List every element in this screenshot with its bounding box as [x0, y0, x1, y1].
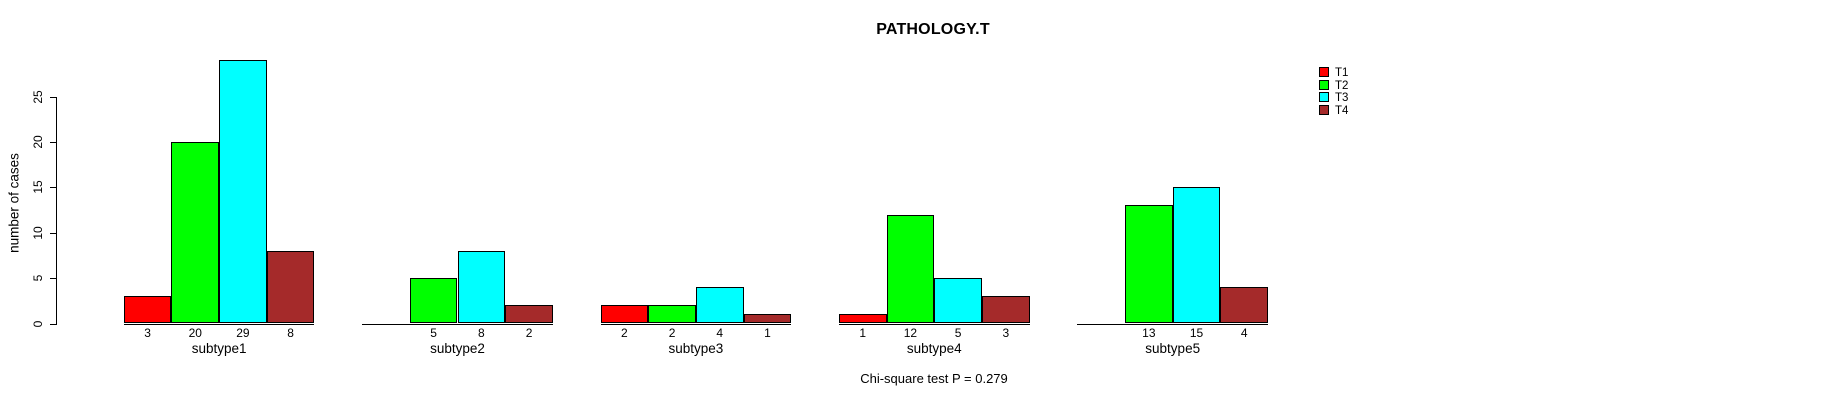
bar-subtype3-T3: [695, 287, 744, 324]
bar-subtype1-T4: [266, 250, 315, 324]
bar-subtype2-T2: [409, 278, 458, 324]
chart-title: PATHOLOGY.T: [876, 21, 990, 38]
chi-square-note: Chi-square test P = 0.279: [860, 371, 1008, 386]
bar-value-label: 5: [954, 325, 962, 340]
bar-subtype4-T2: [886, 214, 935, 324]
y-tick-label: 25: [31, 89, 45, 104]
bar-subtype4-T1: [838, 314, 887, 324]
group-baseline-subtype5: [1077, 323, 1269, 325]
category-label-subtype4: subtype4: [906, 340, 962, 356]
bar-subtype3-T1: [600, 305, 649, 324]
bar-value-label: 1: [764, 325, 771, 340]
group-baseline-subtype3: [600, 323, 792, 325]
y-tick-label: 5: [31, 274, 45, 282]
y-axis-line: [56, 96, 57, 325]
bar-value-label: 15: [1189, 325, 1204, 340]
bar-value-label: 4: [1240, 325, 1248, 340]
y-tick: [50, 187, 57, 189]
y-tick-label: 15: [31, 180, 45, 194]
bar-value-label: 4: [716, 325, 724, 340]
bar-value-label: 5: [430, 325, 437, 340]
bar-subtype3-T4: [743, 314, 792, 324]
bar-subtype4-T4: [982, 296, 1030, 324]
bar-subtype5-T3: [1172, 187, 1221, 324]
bar-value-label: 2: [668, 325, 676, 340]
bar-subtype5-T4: [1220, 287, 1269, 324]
bar-subtype1-T3: [219, 60, 267, 324]
bar-value-label: 2: [525, 325, 533, 340]
bar-subtype2-T3: [457, 250, 506, 324]
y-tick: [50, 96, 57, 98]
bar-value-label: 1: [859, 325, 867, 340]
bar-value-label: 13: [1142, 325, 1156, 340]
bar-value-label: 20: [188, 325, 202, 340]
bar-subtype2-T4: [505, 305, 553, 324]
category-label-subtype5: subtype5: [1145, 340, 1201, 356]
bar-value-label: 8: [287, 325, 294, 340]
y-tick: [50, 278, 57, 280]
group-baseline-subtype2: [362, 323, 553, 325]
bar-subtype1-T1: [123, 296, 172, 324]
bar-value-label: 29: [236, 325, 250, 340]
bar-value-label: 3: [1002, 325, 1010, 340]
bar-value-label: 8: [478, 325, 485, 340]
bar-subtype4-T3: [934, 278, 982, 324]
bar-value-label: 12: [903, 325, 918, 340]
bar-subtype5-T2: [1125, 205, 1173, 324]
y-tick: [50, 141, 57, 143]
group-baseline-subtype4: [838, 323, 1030, 325]
bar-subtype1-T2: [171, 141, 220, 324]
y-tick: [50, 232, 57, 234]
y-tick-label: 0: [31, 320, 45, 327]
category-label-subtype1: subtype1: [191, 340, 247, 356]
bar-value-label: 3: [144, 325, 151, 340]
y-tick-label: 20: [31, 135, 45, 149]
category-label-subtype3: subtype3: [668, 340, 724, 356]
bar-subtype3-T2: [648, 305, 696, 324]
category-label-subtype2: subtype2: [430, 340, 485, 356]
bar-value-label: 2: [621, 325, 628, 340]
group-baseline-subtype1: [123, 323, 315, 325]
y-tick: [50, 323, 57, 325]
y-tick-label: 10: [31, 226, 45, 240]
